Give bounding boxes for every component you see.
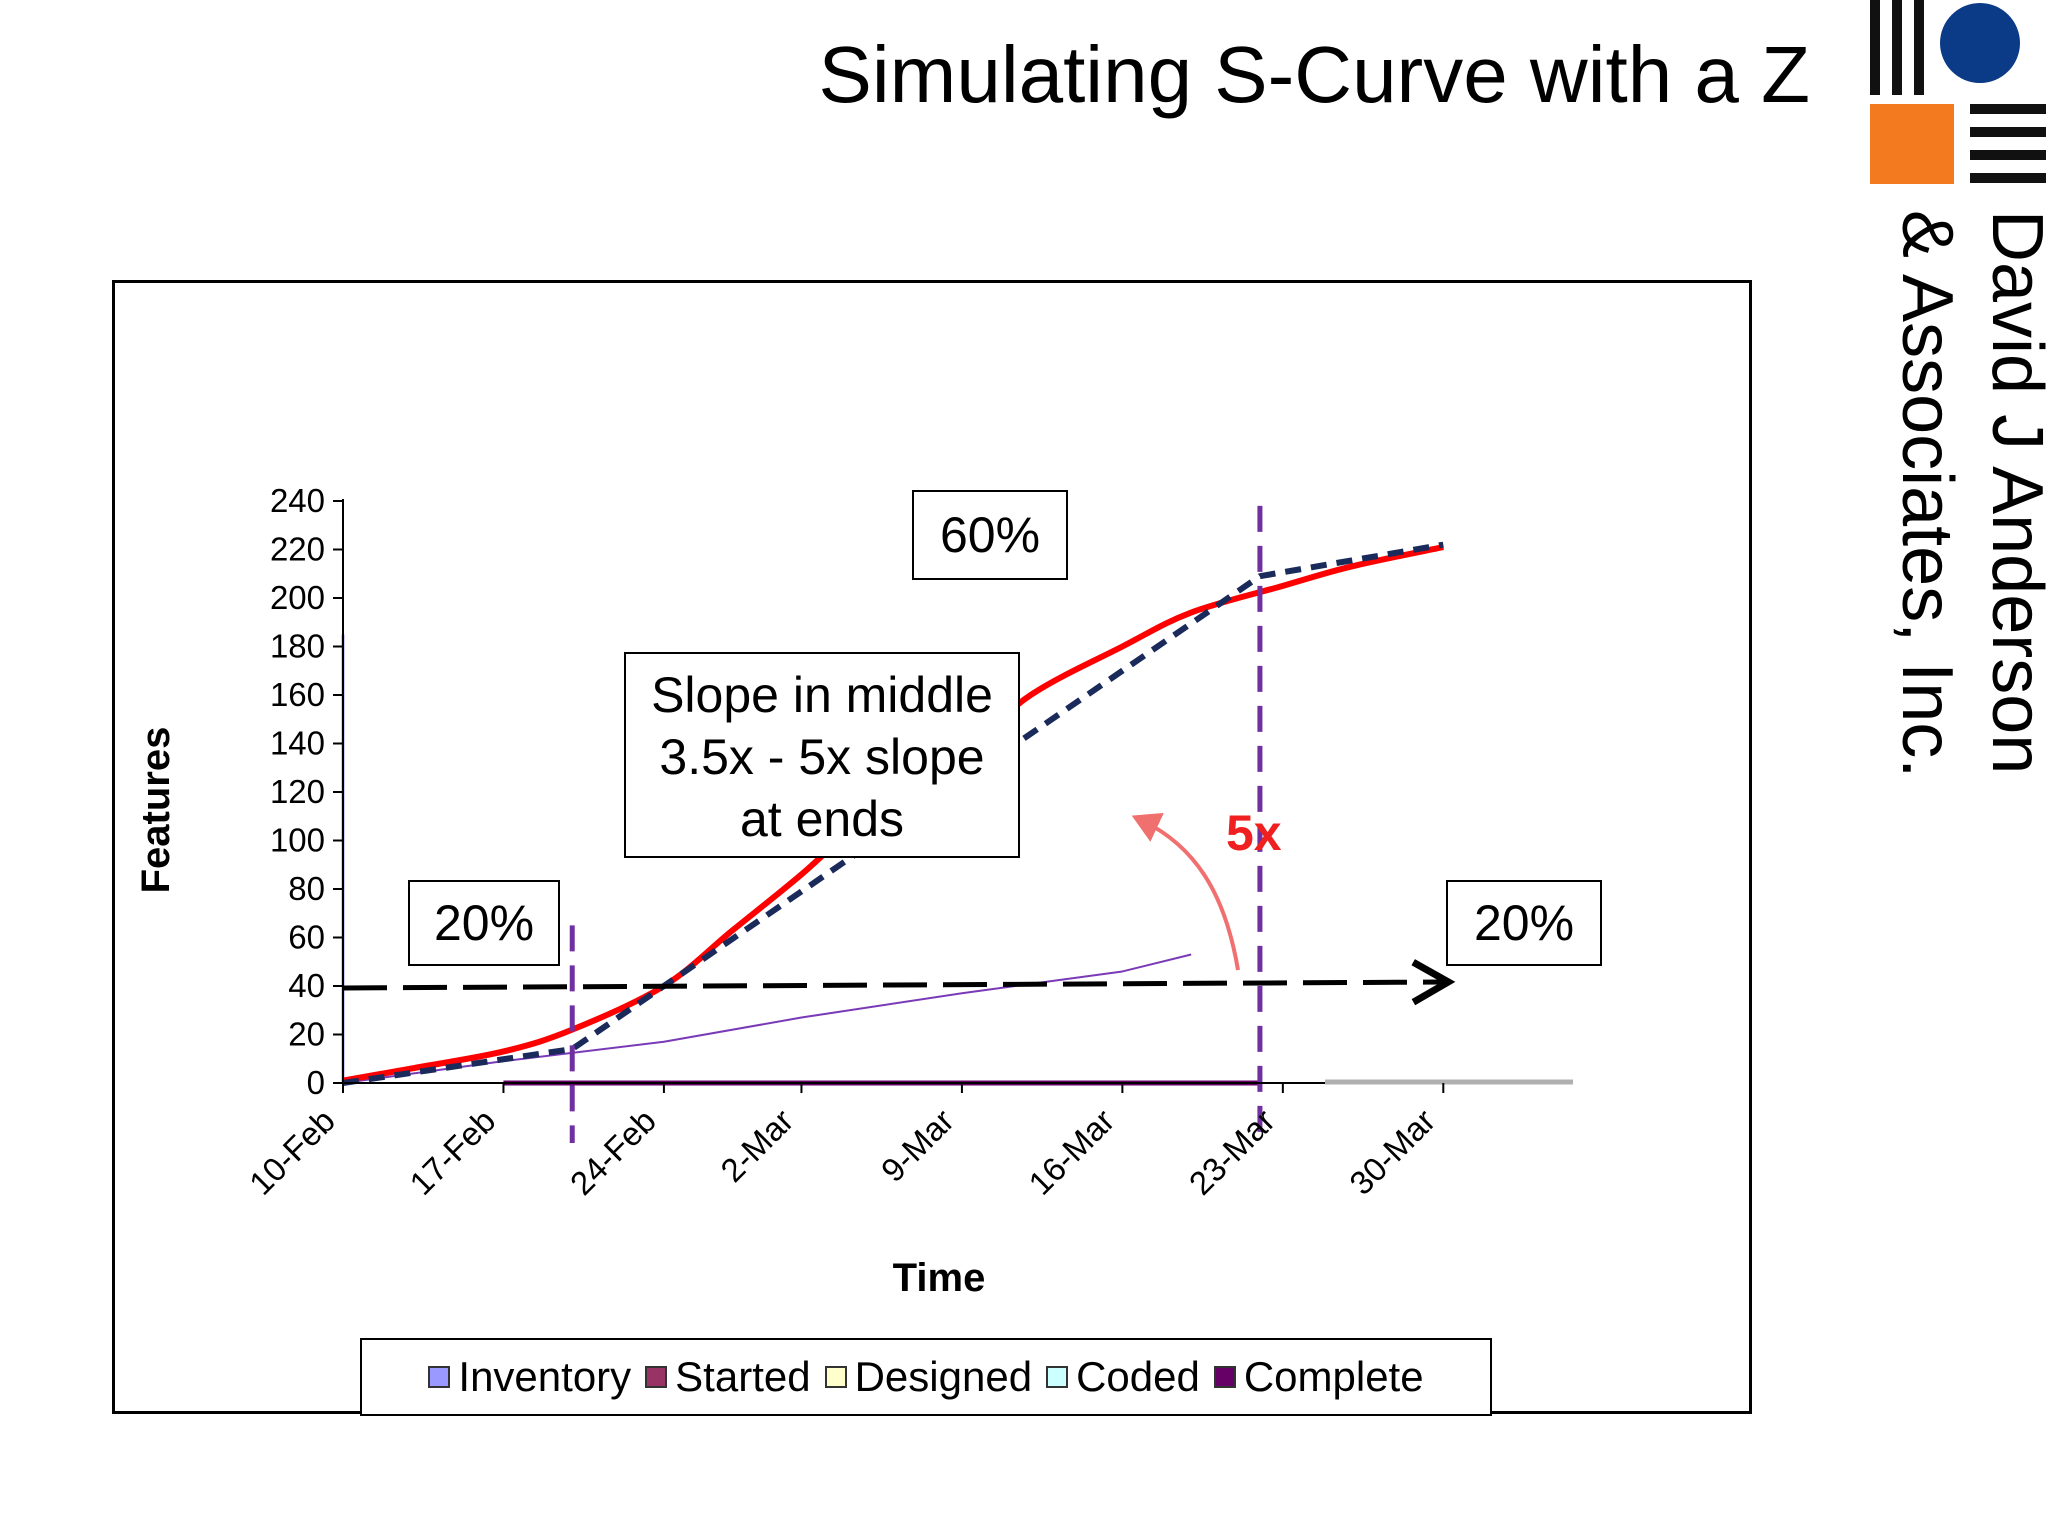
slide-title: Simulating S-Curve with a Z: [818, 30, 1810, 119]
callout-end-percent: 20%: [1446, 880, 1602, 966]
logo-bar: [1870, 0, 1880, 95]
x-tick-label: 9-Mar: [874, 1102, 961, 1189]
logo-bar: [1892, 0, 1902, 95]
x-tick-label: 30-Mar: [1342, 1102, 1442, 1202]
x-tick-label: 2-Mar: [713, 1102, 800, 1189]
chart-canvas: 0 20 40 60 80 100 120 140 160 180 200 220 240 10-Feb 1…: [134, 482, 1573, 1300]
logo-square: [1870, 104, 1954, 184]
y-tick-label: 180: [270, 628, 325, 665]
x-axis-title: Time: [893, 1256, 986, 1300]
legend-item-inventory: Inventory: [428, 1353, 631, 1401]
y-tick-label: 220: [270, 531, 325, 568]
y-tick-label: 40: [288, 967, 325, 1004]
logo-bar: [1970, 173, 2046, 183]
series-line-end-slope: [342, 953, 1192, 1084]
x-tick-label: 23-Mar: [1182, 1102, 1282, 1202]
legend-label: Inventory: [458, 1353, 632, 1400]
y-tick-label: 80: [288, 870, 325, 907]
y-tick-label: 240: [270, 482, 325, 519]
legend-item-complete: Complete: [1213, 1353, 1424, 1401]
legend-label: Started: [675, 1353, 811, 1400]
y-tick-label: 120: [270, 773, 325, 810]
legend-swatch: [824, 1366, 847, 1388]
callout-slope-note: Slope in middle 3.5x - 5x slope at ends: [624, 652, 1020, 858]
legend-label: Designed: [854, 1353, 1033, 1400]
logo-circle: [1940, 3, 2020, 83]
logo-bar: [1970, 150, 2046, 160]
y-tick-label: 200: [270, 579, 325, 616]
logo-bar: [1970, 127, 2046, 137]
legend-swatch: [1213, 1366, 1236, 1388]
legend-swatch: [1046, 1366, 1069, 1388]
company-name: David J Anderson & Associates, Inc.: [1882, 210, 2048, 778]
y-tick-label: 20: [288, 1016, 325, 1053]
reference-line-horizontal: [342, 959, 1456, 1006]
y-tick-label: 140: [270, 725, 325, 762]
x-tick-label: 17-Feb: [402, 1102, 502, 1202]
logo-bar: [1914, 0, 1924, 95]
legend-item-coded: Coded: [1046, 1353, 1200, 1401]
x-tick-label: 16-Mar: [1021, 1102, 1121, 1202]
y-tick-label: 160: [270, 676, 325, 713]
company-line-2: & Associates, Inc.: [1887, 210, 1967, 779]
legend-item-started: Started: [645, 1353, 811, 1401]
slope-note-line-1: Slope in middle: [651, 667, 993, 723]
legend-item-designed: Designed: [824, 1353, 1033, 1401]
slope-factor-label: 5x: [1226, 805, 1282, 861]
logo-bar: [1970, 104, 2046, 114]
company-line-1: David J Anderson: [1977, 210, 2048, 775]
slope-note-line-3: at ends: [739, 791, 904, 847]
callout-middle-percent: 60%: [912, 490, 1068, 580]
y-tick-label: 60: [288, 919, 325, 956]
legend-swatch: [645, 1366, 668, 1388]
slope-note-line-2: 3.5x - 5x slope: [659, 729, 985, 785]
legend-label: Coded: [1076, 1353, 1200, 1400]
y-tick-label: 100: [270, 822, 325, 859]
chart-frame: 0 20 40 60 80 100 120 140 160 180 200 220 240 10-Feb 1…: [112, 280, 1752, 1414]
callout-start-percent: 20%: [408, 880, 560, 966]
legend-swatch: [428, 1366, 451, 1388]
y-tick-label: 0: [307, 1064, 325, 1101]
company-logo: [1870, 0, 2046, 184]
x-tick-label: 10-Feb: [242, 1102, 342, 1202]
slope-comparison-arrow: [1131, 812, 1240, 971]
chart-legend: Inventory Started Designed Coded Complete: [360, 1338, 1492, 1416]
legend-label: Complete: [1243, 1353, 1424, 1400]
y-axis-title: Features: [134, 727, 178, 894]
x-tick-label: 24-Feb: [563, 1102, 663, 1202]
